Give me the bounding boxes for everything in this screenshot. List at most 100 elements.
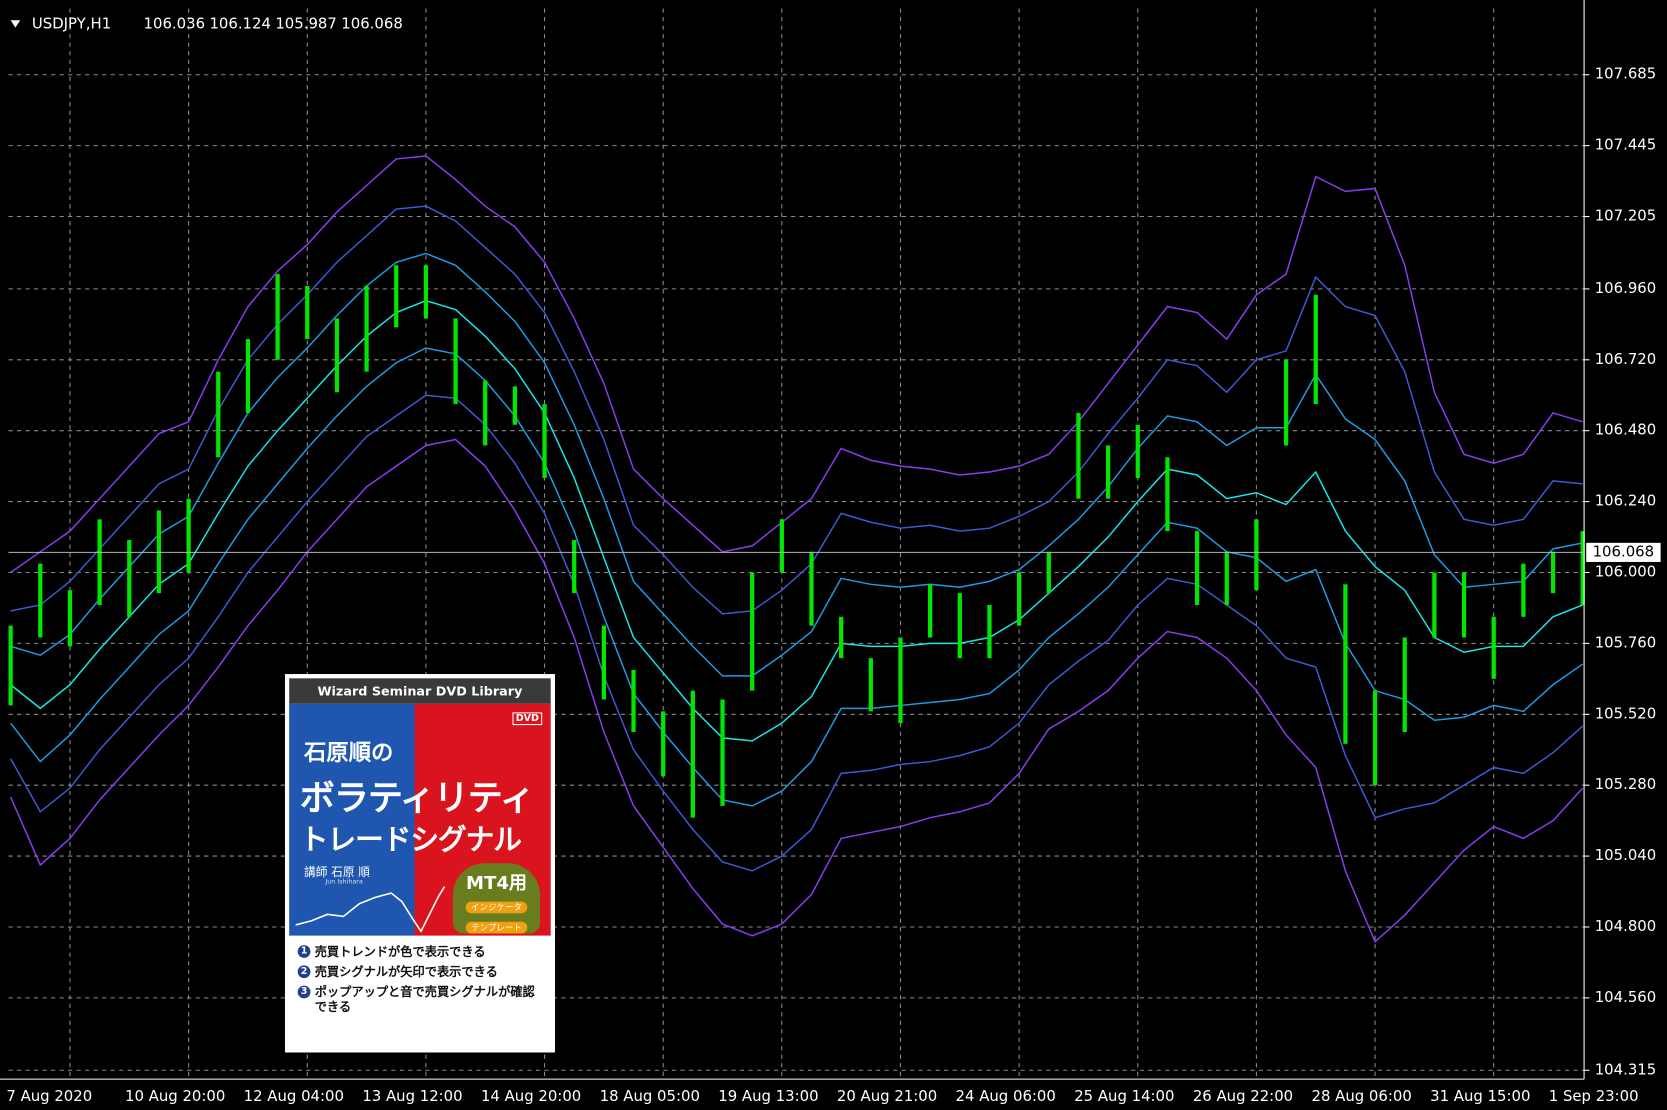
y-tick-label: 105.280 [1595,775,1657,793]
ad-decoration [295,886,446,933]
last-price-box [1586,542,1661,562]
x-tick-label: 18 Aug 05:00 [600,1087,700,1105]
x-tick-label: 19 Aug 13:00 [718,1087,818,1105]
price-bar [334,318,340,393]
x-tick-label: 7 Aug 2020 [6,1087,92,1105]
price-bar [1372,690,1378,786]
band-line [10,155,1583,574]
band-line [10,205,1583,615]
x-tick-label: 14 Aug 20:00 [481,1087,581,1105]
ohlc-value: 106.036 [144,14,206,32]
ad-box: Wizard Seminar DVD Library DVD 石原順の ボラティ… [285,674,555,1052]
price-bar [97,519,102,605]
price-bar [1194,531,1200,605]
price-bar [690,690,695,818]
ad-badge: MT4用 インジケータ テンプレート 付き [452,863,541,934]
price-bar [957,593,962,659]
x-tick-label: 12 Aug 04:00 [244,1087,344,1105]
price-bar [1550,551,1556,594]
price-bar [750,572,755,691]
y-tick-label: 107.685 [1595,65,1657,83]
price-bar [305,285,310,340]
x-tick-label: 24 Aug 06:00 [956,1087,1056,1105]
ad-series-label: Wizard Seminar DVD Library [289,678,551,704]
x-tick-label: 25 Aug 14:00 [1074,1087,1174,1105]
price-bar [453,318,458,405]
price-bar [38,563,43,638]
price-bar [1254,519,1259,591]
x-tick-label: 1 Sep 23:00 [1549,1087,1639,1105]
ad-line [295,886,446,933]
price-bars [8,265,1585,818]
ad-cover: DVD 石原順の ボラティリティ トレードシグナル 講師 石原 順 Jun Is… [289,703,551,936]
y-tick-label: 105.520 [1595,704,1657,722]
price-bar [1343,584,1348,744]
y-tick-label: 106.000 [1595,562,1657,580]
price-bar [423,265,429,319]
price-bar [928,584,933,638]
price-bar [67,590,73,647]
y-tick-label: 106.240 [1595,492,1657,510]
ohlc-value: 106.124 [209,14,271,32]
ad-badge-item: テンプレート [465,921,528,934]
price-bar [1135,424,1140,478]
price-bar [1402,637,1407,733]
x-tick-label: 28 Aug 06:00 [1311,1087,1411,1105]
y-tick-label: 107.205 [1595,207,1657,225]
ad-badge-title: MT4用 [466,872,527,895]
price-bar [868,658,873,712]
x-tick-label: 10 Aug 20:00 [125,1087,225,1105]
price-bar [1432,572,1437,638]
grid [8,8,1585,1080]
price-bar [127,539,132,617]
price-bar [245,339,251,413]
band-line [9,394,1584,872]
ohlc-value: 105.987 [275,14,337,32]
ad-features: 売買トレンドが色で表示できる 売買シグナルが矢印で表示できる ポップアップと音で… [289,944,551,1014]
price-bar [839,616,844,659]
price-bar [987,604,992,659]
price-bar [898,637,903,724]
price-bar [661,711,666,777]
price-bar [572,539,577,594]
price-bar [1165,457,1170,532]
price-bar [394,265,399,328]
price-bar [8,625,13,706]
ad-lecturer: 講師 石原 順 [304,865,370,880]
price-bar [601,625,606,700]
symbol: USDJPY,H1 [32,14,111,32]
price-bar [483,380,488,446]
collapse-icon [10,20,21,28]
price-bar [1076,412,1081,499]
ad-lecturer-en: Jun Ishihara [325,878,363,886]
ad-title: ボラティリティ [299,777,535,819]
price-bar [1461,572,1467,638]
band-line [10,252,1583,677]
y-tick-label: 106.960 [1595,279,1657,297]
x-tick-label: 13 Aug 12:00 [362,1087,462,1105]
price-bar [1046,551,1051,594]
y-tick-label: 104.560 [1595,988,1657,1006]
last-price-label: 106.068 [1593,542,1655,560]
price-bar [720,699,725,806]
x-tick-label: 20 Aug 21:00 [837,1087,937,1105]
band-line [9,438,1584,944]
ad-badge-item: インジケータ [465,901,528,914]
price-bar [186,498,191,573]
price-bar [1313,294,1318,405]
ad-dvd: DVD [512,712,543,726]
price-bar [1283,359,1289,446]
y-tick-label: 104.800 [1595,917,1657,935]
price-bar [1224,551,1229,605]
y-tick-label: 106.720 [1595,350,1657,368]
price-bar [1016,572,1022,626]
x-tick-label: 26 Aug 22:00 [1193,1087,1293,1105]
y-tick-label: 104.315 [1595,1060,1657,1078]
price-bar [1105,445,1111,499]
ad-title: トレードシグナル [299,823,522,857]
price-bar [156,510,162,594]
price-bar [1580,531,1585,605]
